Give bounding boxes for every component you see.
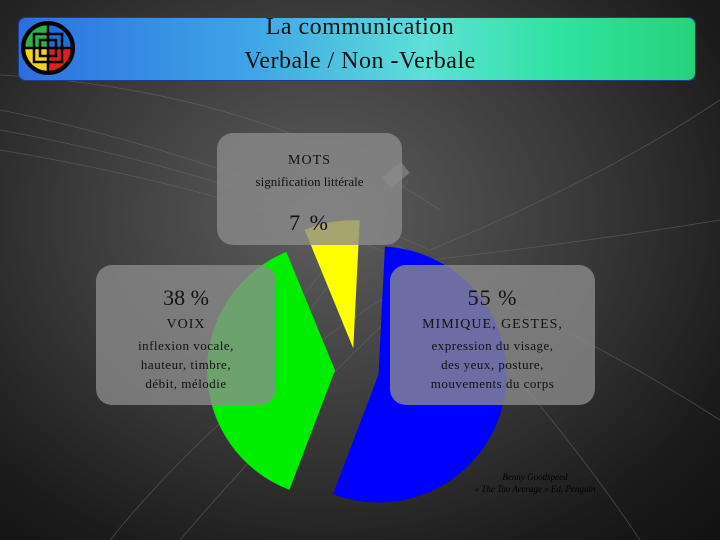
title-bar bbox=[18, 17, 696, 81]
mots-description: signification littérale bbox=[255, 174, 364, 189]
voix-name: VOIX bbox=[166, 317, 206, 332]
mimique-detail-3: mouvements du corps bbox=[430, 376, 555, 391]
pie-slice-mots bbox=[304, 220, 360, 349]
mots-percent: 7 % bbox=[289, 210, 330, 235]
title-line-1: La communication bbox=[265, 14, 455, 40]
credit-source: « The Tao Average » Ed. Penguin bbox=[474, 484, 596, 494]
mots-name: MOTS bbox=[288, 153, 331, 168]
voix-detail-3: débit, mélodie bbox=[145, 376, 227, 391]
celtic-knot-logo bbox=[21, 21, 75, 75]
voix-detail-2: hauteur, timbre, bbox=[140, 357, 232, 372]
credit-author: Benny Goodspeed bbox=[502, 472, 568, 482]
voix-percent: 38 % bbox=[163, 285, 209, 310]
title-line-2: Verbale / Non -Verbale bbox=[244, 48, 476, 74]
panel-voix: 38 % VOIX inflexion vocale, hauteur, tim… bbox=[96, 265, 276, 405]
mimique-detail-1: expression du visage, bbox=[431, 338, 554, 353]
voix-detail-1: inflexion vocale, bbox=[138, 338, 234, 353]
panel-mimique: 55 % MIMIQUE, GESTES, expression du visa… bbox=[390, 265, 595, 405]
mimique-percent: 55 % bbox=[467, 285, 518, 310]
mimique-detail-2: des yeux, posture, bbox=[441, 357, 544, 372]
panel-mots: MOTS signification littérale 7 % bbox=[217, 133, 402, 245]
mimique-name: MIMIQUE, GESTES, bbox=[422, 317, 563, 332]
